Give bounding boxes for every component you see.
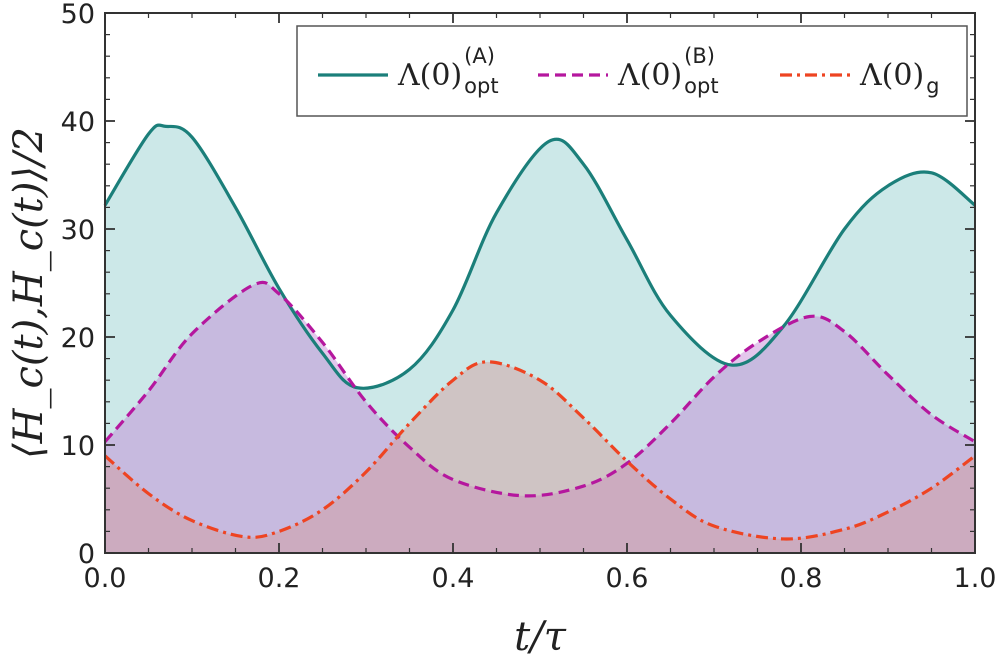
axis-ticks: 0.0 0.2 0.4 0.6 0.8 1.0 0 10 20 30 40 50 [61,0,997,594]
y-tick-label: 40 [61,107,95,138]
legend-label-0: Λ(0) [397,58,462,93]
legend-label-1: Λ(0) [617,58,682,93]
y-tick-label: 20 [61,323,95,354]
x-tick-label: 0.8 [780,563,823,594]
legend-superscript-0: (A) [464,44,495,68]
x-tick-label: 0.0 [84,563,127,594]
series-line-0 [103,123,977,390]
legend-subscript-0: opt [464,74,498,98]
legend-box [296,25,968,117]
y-axis-label: ⟨H_c(t),H_c(t)⟩/2 [6,127,52,459]
y-tick-label: 0 [78,539,95,570]
x-tick-label: 0.6 [606,563,649,594]
legend-subscript-1: opt [684,74,718,98]
series-fill-2 [105,361,975,553]
y-tick-label: 50 [61,0,95,30]
series-line-2 [103,360,976,541]
y-tick-label: 10 [61,431,95,462]
legend: Λ(0)(A)opt Λ(0)(B)opt Λ(0) g [296,25,968,117]
x-tick-label: 1.0 [954,563,997,594]
series-lines [103,123,977,541]
y-tick-label: 30 [61,215,95,246]
series-fill-1 [105,282,975,553]
legend-superscript-1: (B) [684,44,715,68]
x-tick-label: 0.2 [258,563,301,594]
legend-subscript-2: g [926,74,939,98]
series-fill-0 [105,125,975,553]
area-fills [105,125,975,553]
x-tick-label: 0.4 [432,563,475,594]
legend-label-2: Λ(0) [859,58,924,93]
x-axis-label: t/τ [514,614,567,660]
series-line-1 [103,280,976,498]
